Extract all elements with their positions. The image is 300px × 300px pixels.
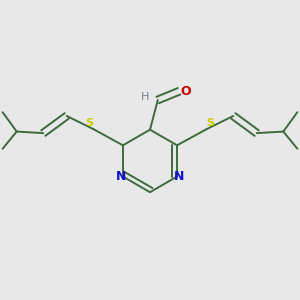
Text: S: S	[85, 118, 94, 128]
Text: H: H	[140, 92, 149, 103]
Text: S: S	[206, 118, 214, 128]
Text: O: O	[180, 85, 190, 98]
Text: N: N	[173, 170, 184, 183]
Text: N: N	[116, 170, 127, 183]
